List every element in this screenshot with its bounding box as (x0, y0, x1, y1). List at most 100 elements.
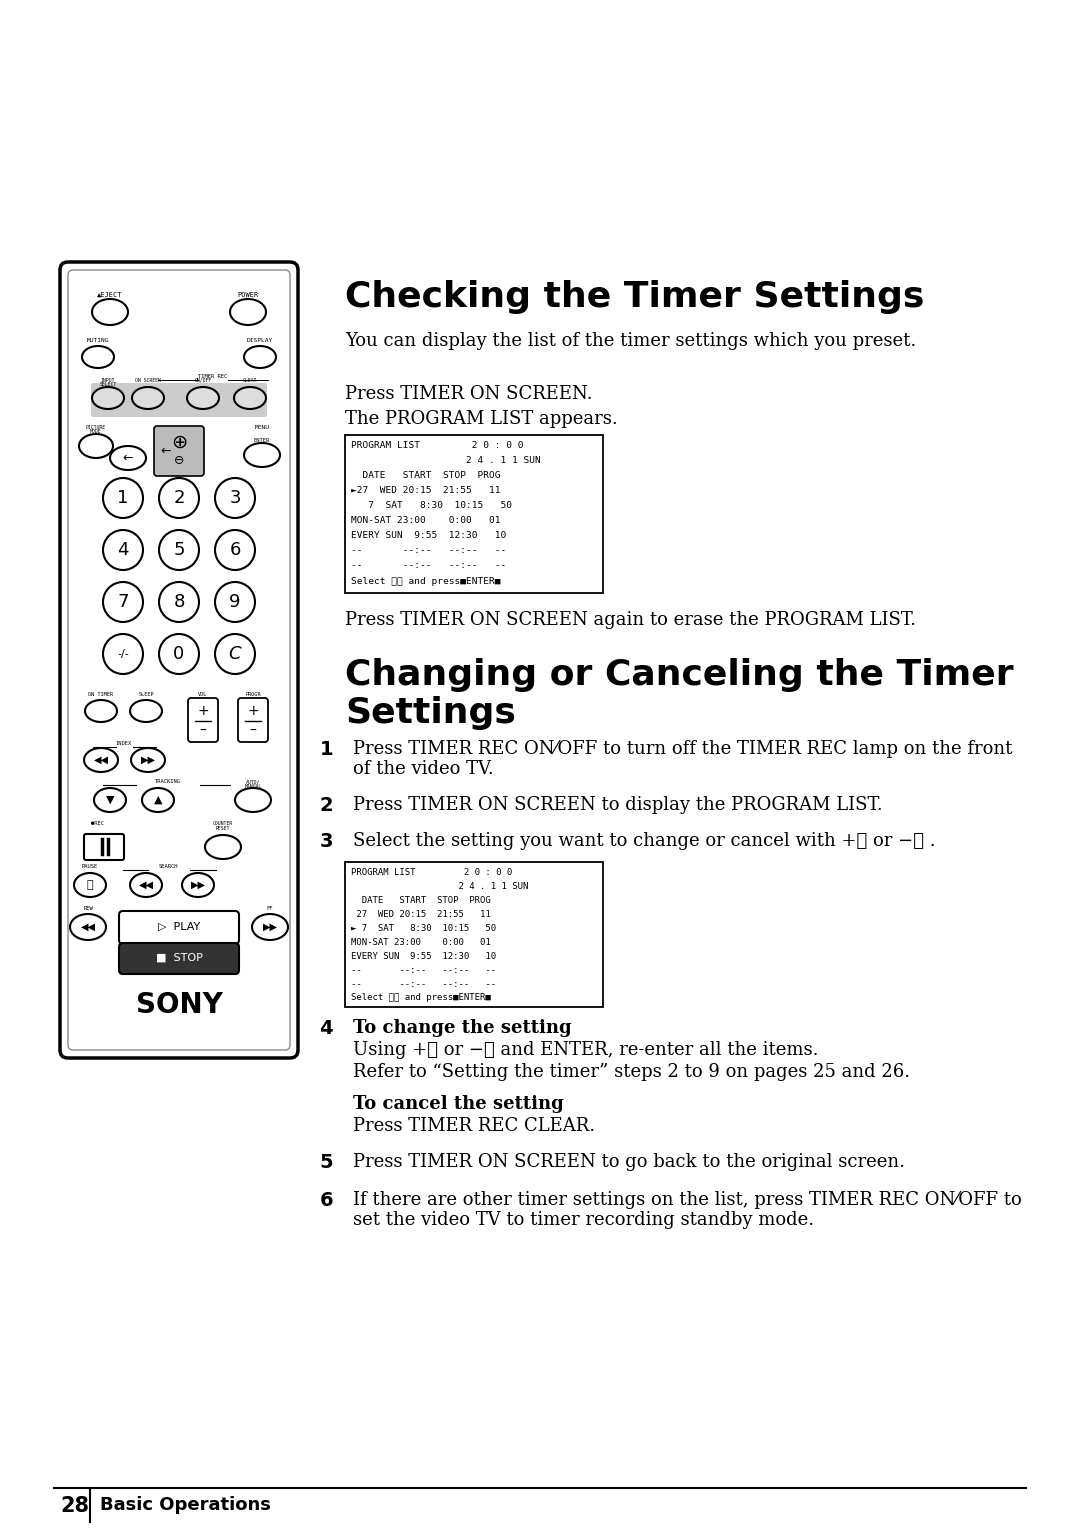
Ellipse shape (141, 788, 174, 811)
Text: set the video TV to timer recording standby mode.: set the video TV to timer recording stan… (353, 1212, 814, 1229)
Text: ⊖: ⊖ (174, 454, 185, 468)
Circle shape (103, 634, 143, 674)
Text: 9: 9 (229, 593, 241, 611)
Text: PAUSE: PAUSE (82, 863, 98, 869)
Text: ►27  WED 20:15  21:55   11: ►27 WED 20:15 21:55 11 (351, 486, 500, 495)
Ellipse shape (79, 434, 113, 458)
Text: TIMER REC: TIMER REC (199, 374, 228, 379)
Text: 5: 5 (173, 541, 185, 559)
Text: To cancel the setting: To cancel the setting (353, 1096, 564, 1112)
Text: ON/OFF: ON/OFF (194, 377, 212, 384)
Text: ◀◀: ◀◀ (94, 755, 108, 766)
Text: --       --:--   --:--   --: -- --:-- --:-- -- (351, 561, 507, 570)
Text: ⊕: ⊕ (171, 432, 187, 451)
Circle shape (103, 530, 143, 570)
Ellipse shape (244, 443, 280, 468)
Text: 4: 4 (320, 1019, 333, 1038)
Text: 28: 28 (60, 1496, 89, 1516)
Text: 3: 3 (229, 489, 241, 507)
Circle shape (159, 634, 199, 674)
FancyBboxPatch shape (60, 261, 298, 1057)
Text: ◀◀: ◀◀ (138, 880, 153, 889)
Text: 7: 7 (118, 593, 129, 611)
Text: Checking the Timer Settings: Checking the Timer Settings (345, 280, 924, 313)
Ellipse shape (130, 700, 162, 723)
Circle shape (103, 582, 143, 622)
Text: INPUT: INPUT (100, 377, 116, 384)
Text: ●REC: ●REC (91, 821, 104, 827)
Text: 6: 6 (229, 541, 241, 559)
Text: ←: ← (161, 445, 172, 457)
Text: MODE: MODE (91, 429, 102, 434)
Text: 2: 2 (173, 489, 185, 507)
Ellipse shape (82, 345, 114, 368)
FancyBboxPatch shape (154, 426, 204, 477)
Text: Basic Operations: Basic Operations (100, 1496, 271, 1514)
Text: DATE   START  STOP  PROG: DATE START STOP PROG (351, 471, 500, 480)
Text: PROGR: PROGR (245, 692, 260, 697)
Circle shape (159, 478, 199, 518)
Text: Press TIMER REC CLEAR.: Press TIMER REC CLEAR. (353, 1117, 595, 1135)
Text: 0: 0 (174, 645, 185, 663)
Ellipse shape (94, 788, 126, 811)
Text: 1: 1 (118, 489, 129, 507)
Ellipse shape (252, 914, 288, 940)
FancyBboxPatch shape (238, 698, 268, 743)
Circle shape (215, 478, 255, 518)
Text: DISPLAY: DISPLAY (247, 338, 273, 342)
Text: ON TIMER: ON TIMER (89, 692, 113, 697)
Ellipse shape (132, 387, 164, 410)
Text: INDEX: INDEX (116, 741, 132, 746)
Text: 2: 2 (320, 796, 333, 814)
FancyBboxPatch shape (119, 943, 239, 973)
Text: +: + (247, 704, 259, 718)
Ellipse shape (244, 345, 276, 368)
Text: The PROGRAM LIST appears.: The PROGRAM LIST appears. (345, 410, 618, 428)
Text: --       --:--   --:--   --: -- --:-- --:-- -- (351, 545, 507, 555)
Text: ON SCREEN: ON SCREEN (135, 377, 161, 384)
Text: 8: 8 (173, 593, 185, 611)
Text: 7  SAT   8:30  10:15   50: 7 SAT 8:30 10:15 50 (351, 501, 512, 510)
Text: Press TIMER ON SCREEN to display the PROGRAM LIST.: Press TIMER ON SCREEN to display the PRO… (353, 796, 882, 814)
Text: Changing or Canceling the Timer: Changing or Canceling the Timer (345, 659, 1014, 692)
Ellipse shape (110, 446, 146, 471)
Text: SONY: SONY (136, 992, 222, 1019)
Text: MANUAL: MANUAL (244, 784, 261, 788)
Text: If there are other timer settings on the list, press TIMER REC ON⁄OFF to: If there are other timer settings on the… (353, 1190, 1022, 1209)
Ellipse shape (230, 299, 266, 325)
FancyBboxPatch shape (345, 862, 603, 1007)
FancyBboxPatch shape (91, 384, 267, 417)
FancyBboxPatch shape (345, 435, 603, 593)
Ellipse shape (205, 834, 241, 859)
Text: +: + (198, 704, 208, 718)
Ellipse shape (131, 749, 165, 772)
Text: Refer to “Setting the timer” steps 2 to 9 on pages 25 and 26.: Refer to “Setting the timer” steps 2 to … (353, 1063, 910, 1080)
Text: To change the setting: To change the setting (353, 1019, 571, 1038)
FancyBboxPatch shape (84, 834, 124, 860)
Text: EVERY SUN  9:55  12:30   10: EVERY SUN 9:55 12:30 10 (351, 952, 496, 961)
Text: CLEAR: CLEAR (243, 377, 257, 384)
Ellipse shape (92, 387, 124, 410)
Text: 2 4 . 1 1 SUN: 2 4 . 1 1 SUN (351, 882, 528, 891)
Text: SELECT: SELECT (99, 382, 117, 387)
Text: of the video TV.: of the video TV. (353, 759, 494, 778)
Text: REW: REW (83, 906, 93, 911)
Text: Settings: Settings (345, 695, 516, 730)
Text: Press TIMER ON SCREEN to go back to the original screen.: Press TIMER ON SCREEN to go back to the … (353, 1154, 905, 1170)
Text: ■  STOP: ■ STOP (156, 953, 202, 963)
Text: Select オエ and press■ENTER■: Select オエ and press■ENTER■ (351, 578, 500, 587)
Text: 4: 4 (118, 541, 129, 559)
Text: PROGRAM LIST         2 0 : 0 0: PROGRAM LIST 2 0 : 0 0 (351, 442, 524, 451)
Text: POWER: POWER (238, 292, 258, 298)
Ellipse shape (85, 700, 117, 723)
Circle shape (215, 582, 255, 622)
Ellipse shape (187, 387, 219, 410)
Text: Using +⌃ or −⌄ and ENTER, re-enter all the items.: Using +⌃ or −⌄ and ENTER, re-enter all t… (353, 1041, 819, 1059)
FancyBboxPatch shape (188, 698, 218, 743)
Text: TRACKING: TRACKING (156, 779, 181, 784)
FancyBboxPatch shape (119, 911, 239, 944)
Text: 2 4 . 1 1 SUN: 2 4 . 1 1 SUN (351, 455, 541, 465)
Text: ←: ← (123, 451, 133, 465)
Text: -/-: -/- (117, 649, 129, 659)
Text: Select the setting you want to change or cancel with +⌃ or −⌄ .: Select the setting you want to change or… (353, 833, 935, 850)
